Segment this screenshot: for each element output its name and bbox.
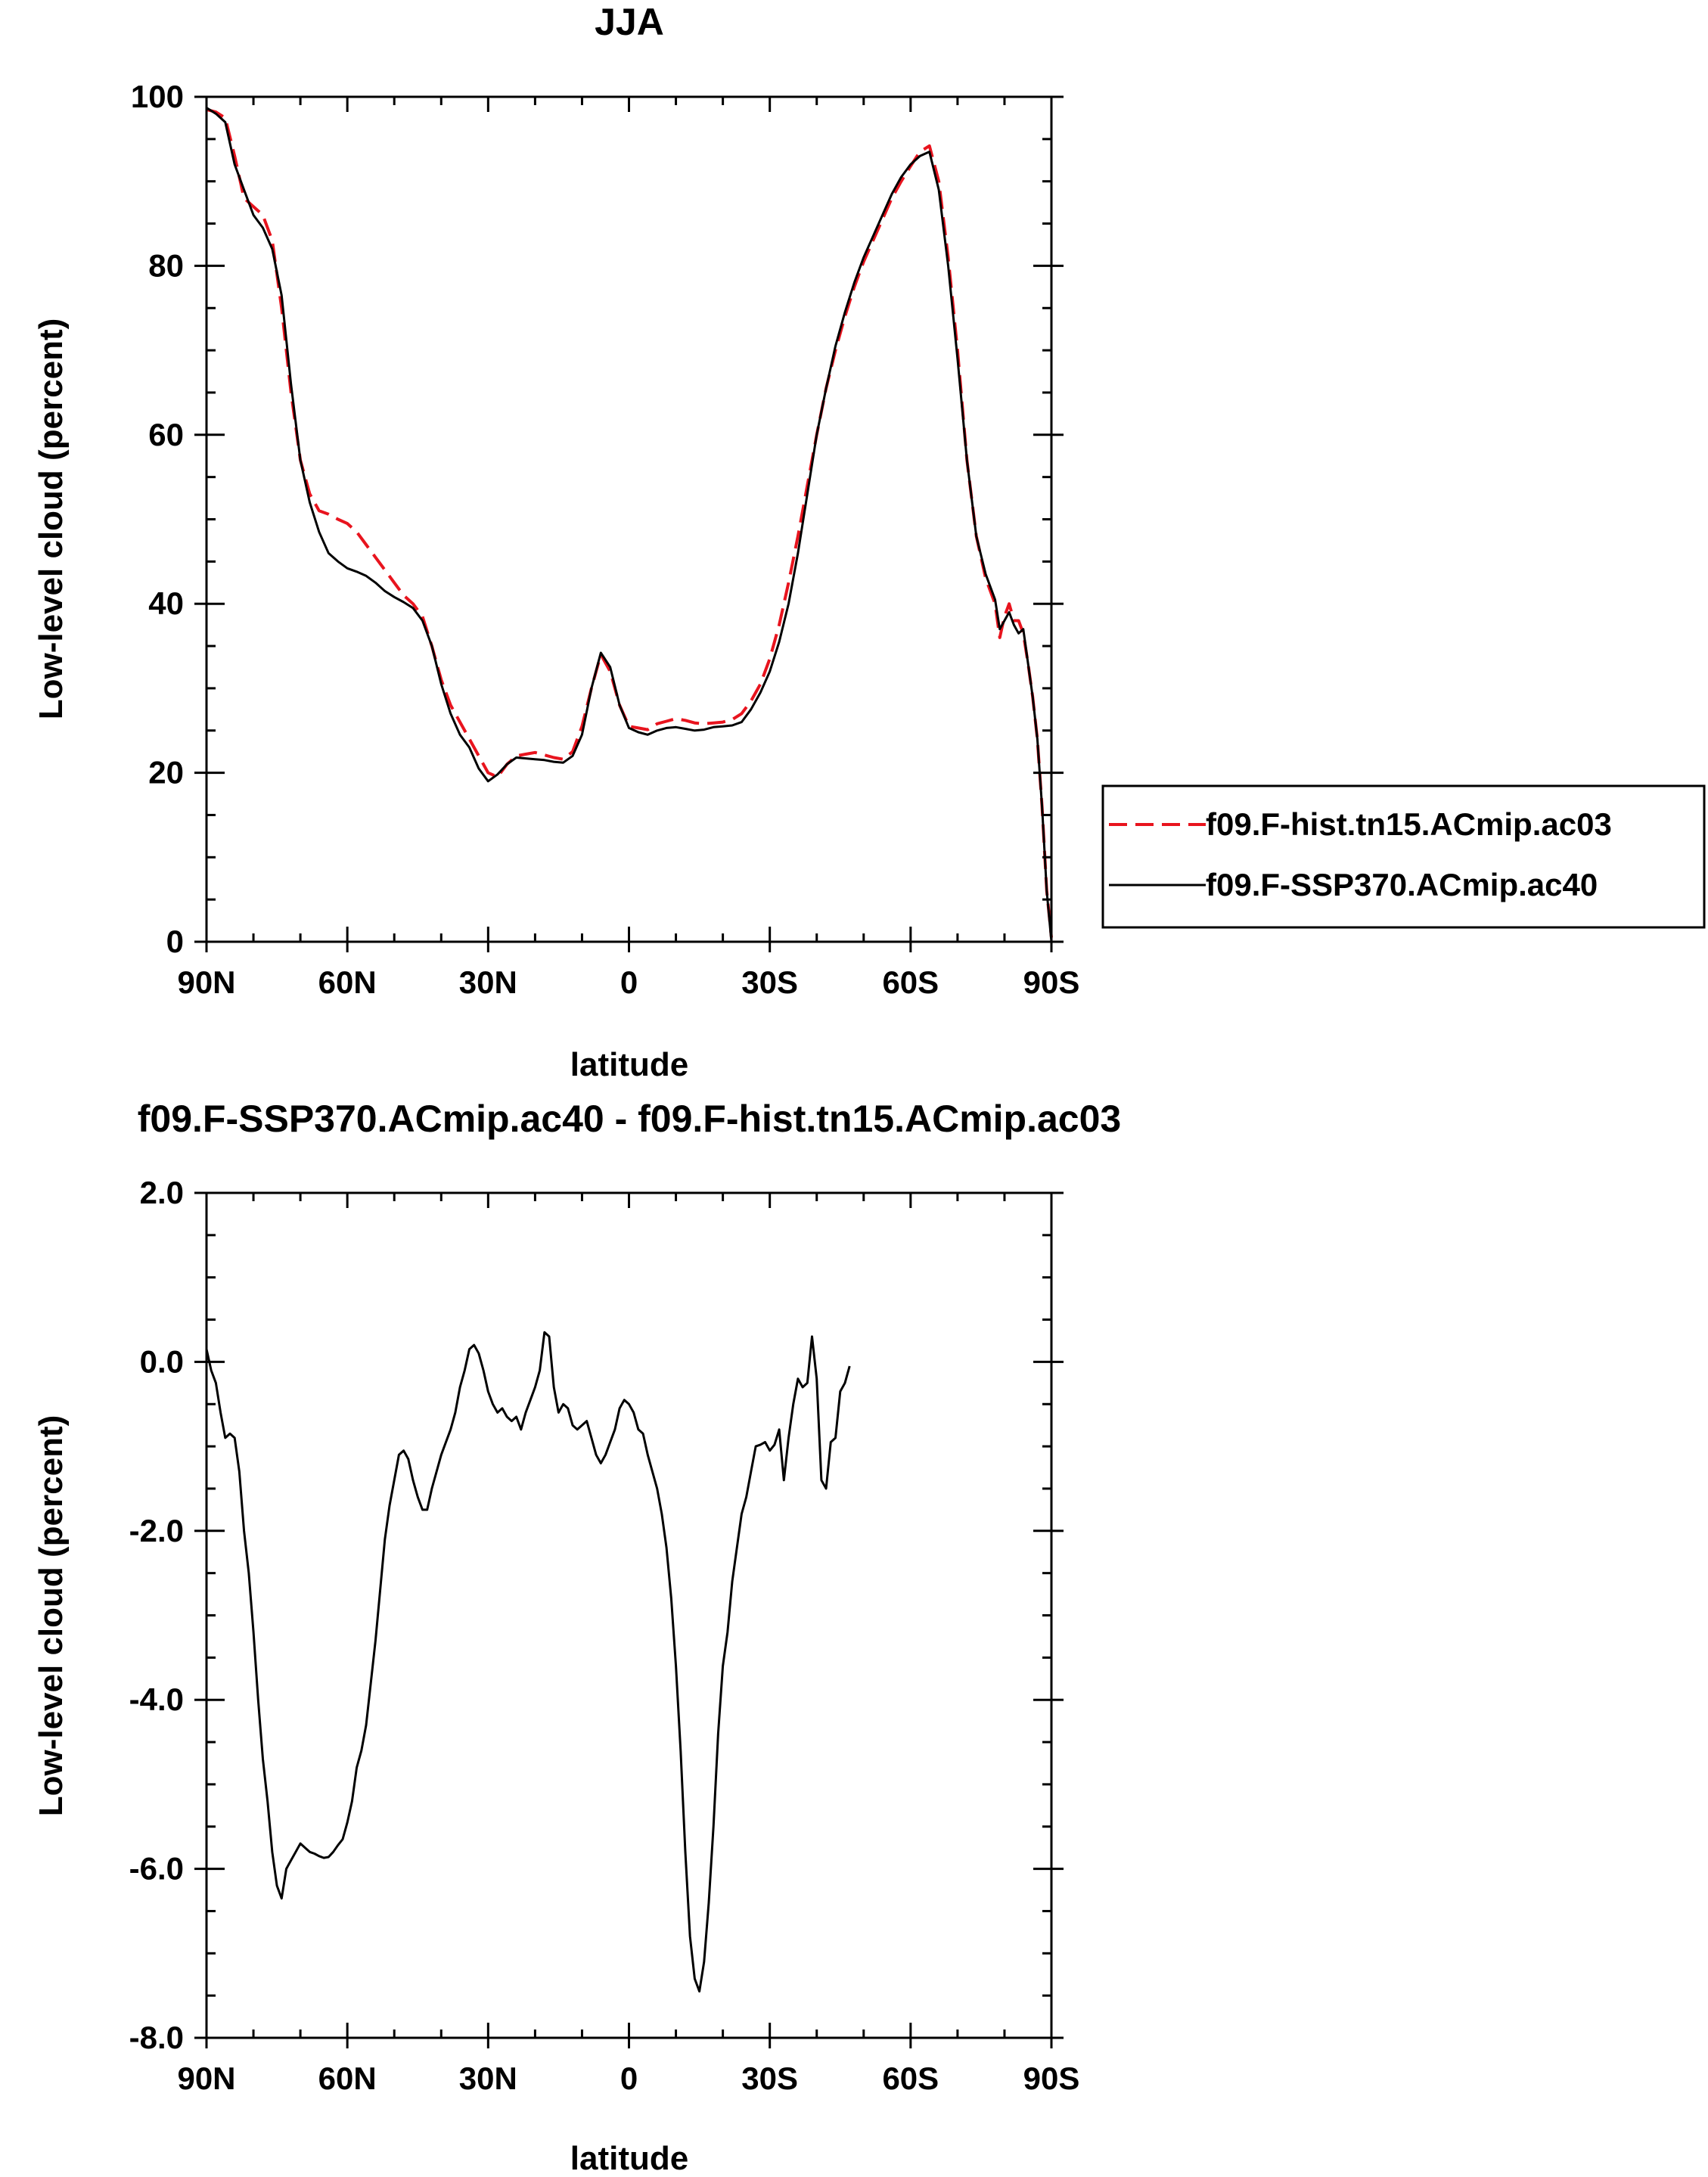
bottom-x-tick-label: 60S — [882, 2061, 939, 2096]
top-x-tick-label: 90N — [177, 964, 235, 1000]
top-x-tick-label: 90S — [1023, 964, 1080, 1000]
top-x-tick-label: 30S — [741, 964, 798, 1000]
bottom-chart-title: f09.F-SSP370.ACmip.ac40 - f09.F-hist.tn1… — [138, 1098, 1121, 1140]
top-y-tick-label: 100 — [131, 79, 184, 114]
bottom-x-tick-label: 30N — [459, 2061, 517, 2096]
top-panel-cloud-percent: JJA 90N 60N 30N 0 30S 60S 90S 0 20 40 60 80 100 lati… — [33, 1, 1706, 1083]
top-y-tick-label: 0 — [166, 924, 184, 959]
top-series-group — [206, 107, 1053, 943]
legend-hist-label: f09.F-hist.tn15.ACmip.ac03 — [1206, 806, 1612, 842]
top-x-tick-label: 60S — [882, 964, 939, 1000]
top-series-line-1 — [206, 107, 1053, 943]
top-x-tick-label: 60N — [318, 964, 377, 1000]
top-y-tick-label: 80 — [148, 247, 184, 283]
top-y-axis-label: Low-level cloud (percent) — [33, 318, 70, 720]
bottom-plot-frame — [205, 1191, 1053, 2039]
top-plot-frame — [205, 95, 1053, 943]
top-x-tick-label: 0 — [620, 964, 638, 1000]
bottom-y-axis-label: Low-level cloud (percent) — [33, 1415, 70, 1817]
legend-ssp370-label: f09.F-SSP370.ACmip.ac40 — [1206, 867, 1598, 902]
bottom-series-line-0 — [205, 1331, 851, 1993]
bottom-y-tick-label: 0.0 — [140, 1343, 184, 1379]
top-series-line-0 — [206, 107, 1053, 938]
bottom-series-group — [205, 1331, 851, 1993]
top-y-tick-label: 60 — [148, 417, 184, 452]
top-legend: f09.F-hist.tn15.ACmip.ac03 f09.F-SSP370.… — [1101, 784, 1706, 929]
top-axis-ticks: 90N 60N 30N 0 30S 60S 90S 0 20 40 60 80 100 — [131, 79, 1079, 1000]
bottom-x-axis-label: latitude — [570, 2140, 688, 2177]
top-x-axis-label: latitude — [570, 1046, 688, 1083]
bottom-x-tick-label: 0 — [620, 2061, 638, 2096]
bottom-y-tick-label: -4.0 — [129, 1682, 184, 1717]
bottom-y-tick-label: -8.0 — [129, 2020, 184, 2055]
top-y-tick-label: 40 — [148, 585, 184, 621]
bottom-x-tick-label: 60N — [318, 2061, 377, 2096]
bottom-panel-cloud-difference: f09.F-SSP370.ACmip.ac40 - f09.F-hist.tn1… — [33, 1098, 1121, 2177]
top-y-tick-label: 20 — [148, 755, 184, 790]
top-chart-title: JJA — [595, 1, 664, 43]
bottom-y-tick-label: 2.0 — [140, 1175, 184, 1210]
bottom-axis-ticks: 90N 60N 30N 0 30S 60S 90S 2.0 0.0 -2.0 -4.0 -6.0 -8.… — [129, 1175, 1080, 2096]
legend-box — [1101, 784, 1706, 929]
bottom-x-tick-label: 90S — [1023, 2061, 1080, 2096]
bottom-y-tick-label: -6.0 — [129, 1851, 184, 1887]
bottom-y-tick-label: -2.0 — [129, 1513, 184, 1548]
bottom-x-tick-label: 30S — [741, 2061, 798, 2096]
bottom-x-tick-label: 90N — [177, 2061, 235, 2096]
top-x-tick-label: 30N — [459, 964, 517, 1000]
